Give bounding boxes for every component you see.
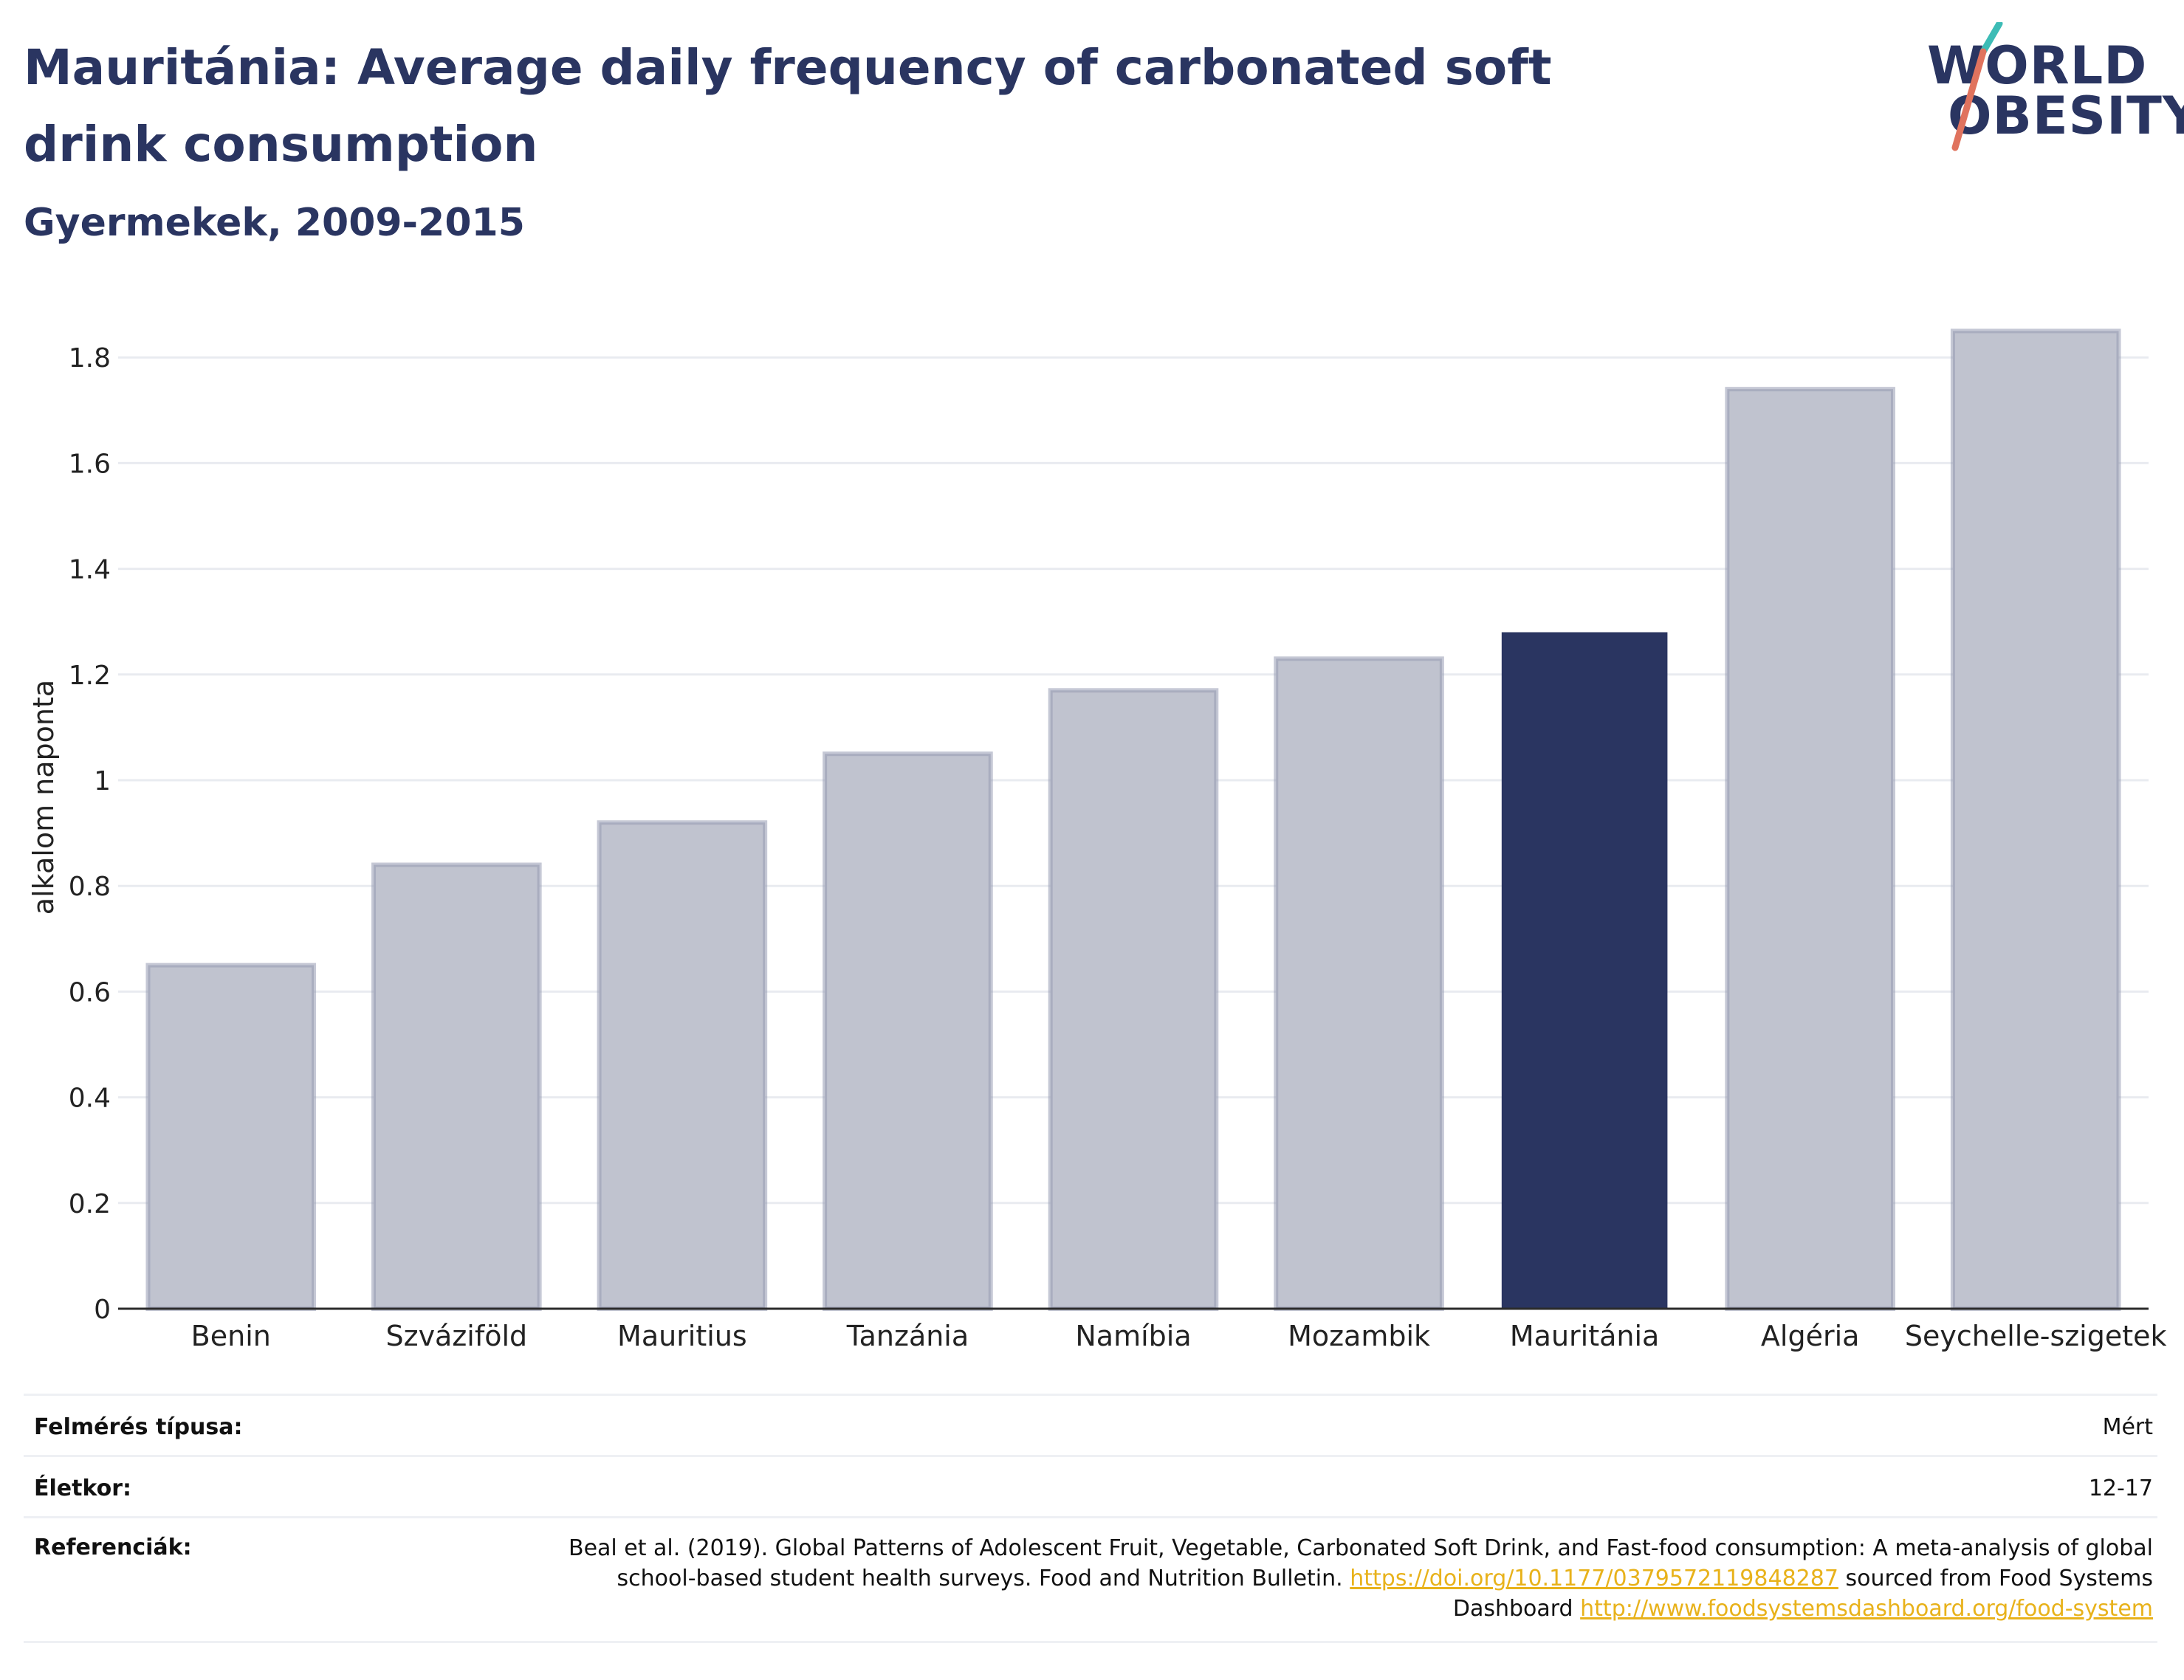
world-obesity-logo: WORLD OBESITY [1927, 22, 2184, 155]
age-value: 12-17 [2088, 1476, 2153, 1501]
references-label: Referenciák: [34, 1535, 192, 1560]
y-tick-label: 0.2 [69, 1189, 111, 1219]
references-value: Beal et al. (2019). Global Patterns of A… [514, 1518, 2157, 1624]
logo-word-2: OBESITY [1948, 86, 2184, 146]
bar-chart: 0 0.2 0.4 0.6 0.8 1 1.2 1.4 1.6 1.8 Benin Szváziföl… [27, 328, 2167, 1352]
x-tick-label: Mauritánia [1510, 1320, 1659, 1352]
survey-type-value: Mért [2102, 1414, 2153, 1440]
survey-type-label: Felmérés típusa: [34, 1414, 243, 1440]
x-tick-label: Tanzánia [846, 1320, 969, 1352]
bar-tanz-nia [823, 751, 993, 1311]
y-tick-label: 1.4 [69, 555, 111, 585]
bar-nam-bia [1048, 688, 1219, 1311]
axes: 0 0.2 0.4 0.6 0.8 1 1.2 1.4 1.6 1.8 Benin Szváziföl… [69, 343, 2167, 1352]
chart-title: Mauritánia: Average daily frequency of c… [24, 39, 1552, 173]
x-tick-label: Szváziföld [386, 1320, 528, 1352]
x-tick-label: Mozambik [1288, 1320, 1430, 1352]
bar-mauritius [597, 820, 768, 1311]
y-tick-label: 1.6 [69, 449, 111, 479]
logo-word-1: WORLD [1927, 35, 2148, 96]
y-axis-title: alkalom naponta [27, 680, 60, 915]
reference-link-doi[interactable]: https://doi.org/10.1177/0379572119848287 [1350, 1566, 1838, 1591]
x-tick-label: Algéria [1761, 1320, 1860, 1352]
bar-alg-ria [1725, 387, 1895, 1311]
y-tick-label: 1.2 [69, 661, 111, 691]
y-tick-label: 0.4 [69, 1084, 111, 1114]
x-tick-label: Benin [191, 1320, 271, 1352]
y-tick-label: 0.6 [69, 977, 111, 1008]
y-tick-label: 1 [94, 766, 111, 796]
reference-text-1: Beal et al. (2019). Global Patterns of A… [568, 1535, 2153, 1591]
reference-text-2: sourced from Food Systems Dashboard [1452, 1566, 2153, 1622]
info-row-references: Referenciák: Beal et al. (2019). Global … [24, 1516, 2157, 1643]
x-tick-label: Seychelle-szigetek [1905, 1320, 2167, 1352]
x-tick-label: Namíbia [1075, 1320, 1191, 1352]
bars [145, 328, 2121, 1311]
logo-slash-icon [1951, 22, 2003, 151]
age-label: Életkor: [34, 1476, 132, 1501]
bar-szv-zif-ld [371, 862, 542, 1311]
reference-link-dashboard[interactable]: http://www.foodsystemsdashboard.org/food… [1580, 1596, 2153, 1622]
y-tick-label: 0 [94, 1295, 111, 1325]
y-tick-label: 1.8 [69, 343, 111, 373]
info-row-age: Életkor: 12-17 [24, 1455, 2157, 1516]
bar-maurit-nia [1501, 632, 1668, 1309]
info-row-survey-type: Felmérés típusa: Mért [24, 1394, 2157, 1455]
bar-seychelle-szigetek [1950, 328, 2121, 1311]
bar-mozambik [1274, 656, 1444, 1311]
x-tick-label: Mauritius [617, 1320, 747, 1352]
bar-benin [145, 963, 317, 1311]
info-table: Felmérés típusa: Mért Életkor: 12-17 Ref… [24, 1394, 2157, 1643]
chart-subtitle: Gyermekek, 2009-2015 [24, 201, 525, 245]
y-tick-label: 0.8 [69, 872, 111, 902]
